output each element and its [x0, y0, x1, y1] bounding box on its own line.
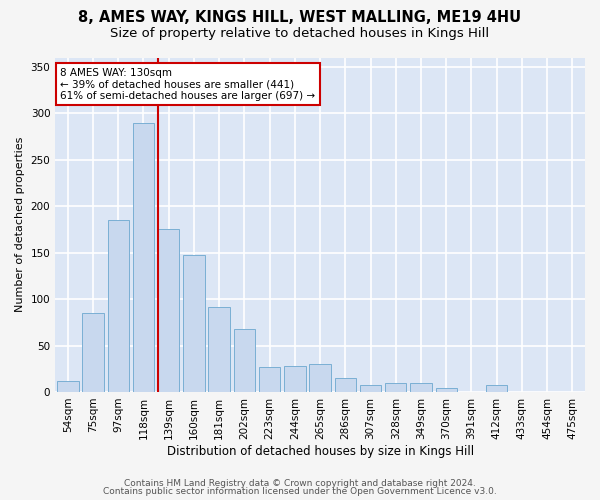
Text: Contains public sector information licensed under the Open Government Licence v3: Contains public sector information licen…	[103, 487, 497, 496]
Bar	[107, 220, 129, 392]
Bar	[385, 382, 406, 392]
Bar	[57, 381, 79, 392]
Text: Size of property relative to detached houses in Kings Hill: Size of property relative to detached ho…	[110, 28, 490, 40]
Bar	[360, 384, 381, 392]
Bar	[208, 308, 230, 392]
X-axis label: Distribution of detached houses by size in Kings Hill: Distribution of detached houses by size …	[167, 444, 473, 458]
Text: 8, AMES WAY, KINGS HILL, WEST MALLING, ME19 4HU: 8, AMES WAY, KINGS HILL, WEST MALLING, M…	[79, 10, 521, 25]
Bar	[284, 366, 305, 392]
Bar	[259, 367, 280, 392]
Text: Contains HM Land Registry data © Crown copyright and database right 2024.: Contains HM Land Registry data © Crown c…	[124, 478, 476, 488]
Bar	[436, 388, 457, 392]
Bar	[410, 382, 432, 392]
Text: 8 AMES WAY: 130sqm
← 39% of detached houses are smaller (441)
61% of semi-detach: 8 AMES WAY: 130sqm ← 39% of detached hou…	[61, 68, 316, 100]
Y-axis label: Number of detached properties: Number of detached properties	[15, 137, 25, 312]
Bar	[233, 329, 255, 392]
Bar	[158, 230, 179, 392]
Bar	[133, 122, 154, 392]
Bar	[82, 313, 104, 392]
Bar	[335, 378, 356, 392]
Bar	[486, 386, 508, 392]
Bar	[310, 364, 331, 392]
Bar	[183, 256, 205, 392]
